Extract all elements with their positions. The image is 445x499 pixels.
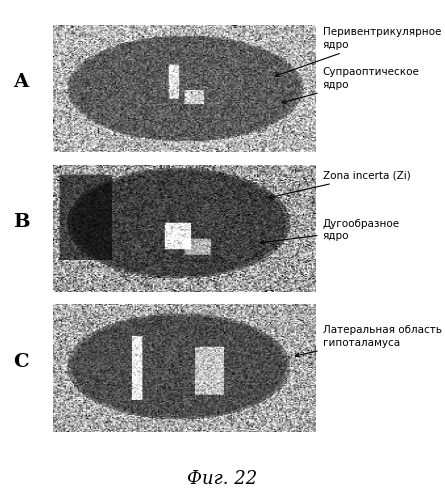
Text: Латеральная область
гипоталамуса: Латеральная область гипоталамуса xyxy=(295,325,441,357)
Text: C: C xyxy=(13,353,29,371)
Text: Дугообразное
ядро: Дугообразное ядро xyxy=(260,219,400,245)
Text: Перивентрикулярное
ядро: Перивентрикулярное ядро xyxy=(275,27,441,77)
Text: B: B xyxy=(13,213,30,231)
Text: Супраоптическое
ядро: Супраоптическое ядро xyxy=(282,67,420,104)
Text: A: A xyxy=(13,73,28,91)
Text: Фиг. 22: Фиг. 22 xyxy=(187,470,258,488)
Text: Zona incerta (Zi): Zona incerta (Zi) xyxy=(269,171,410,199)
